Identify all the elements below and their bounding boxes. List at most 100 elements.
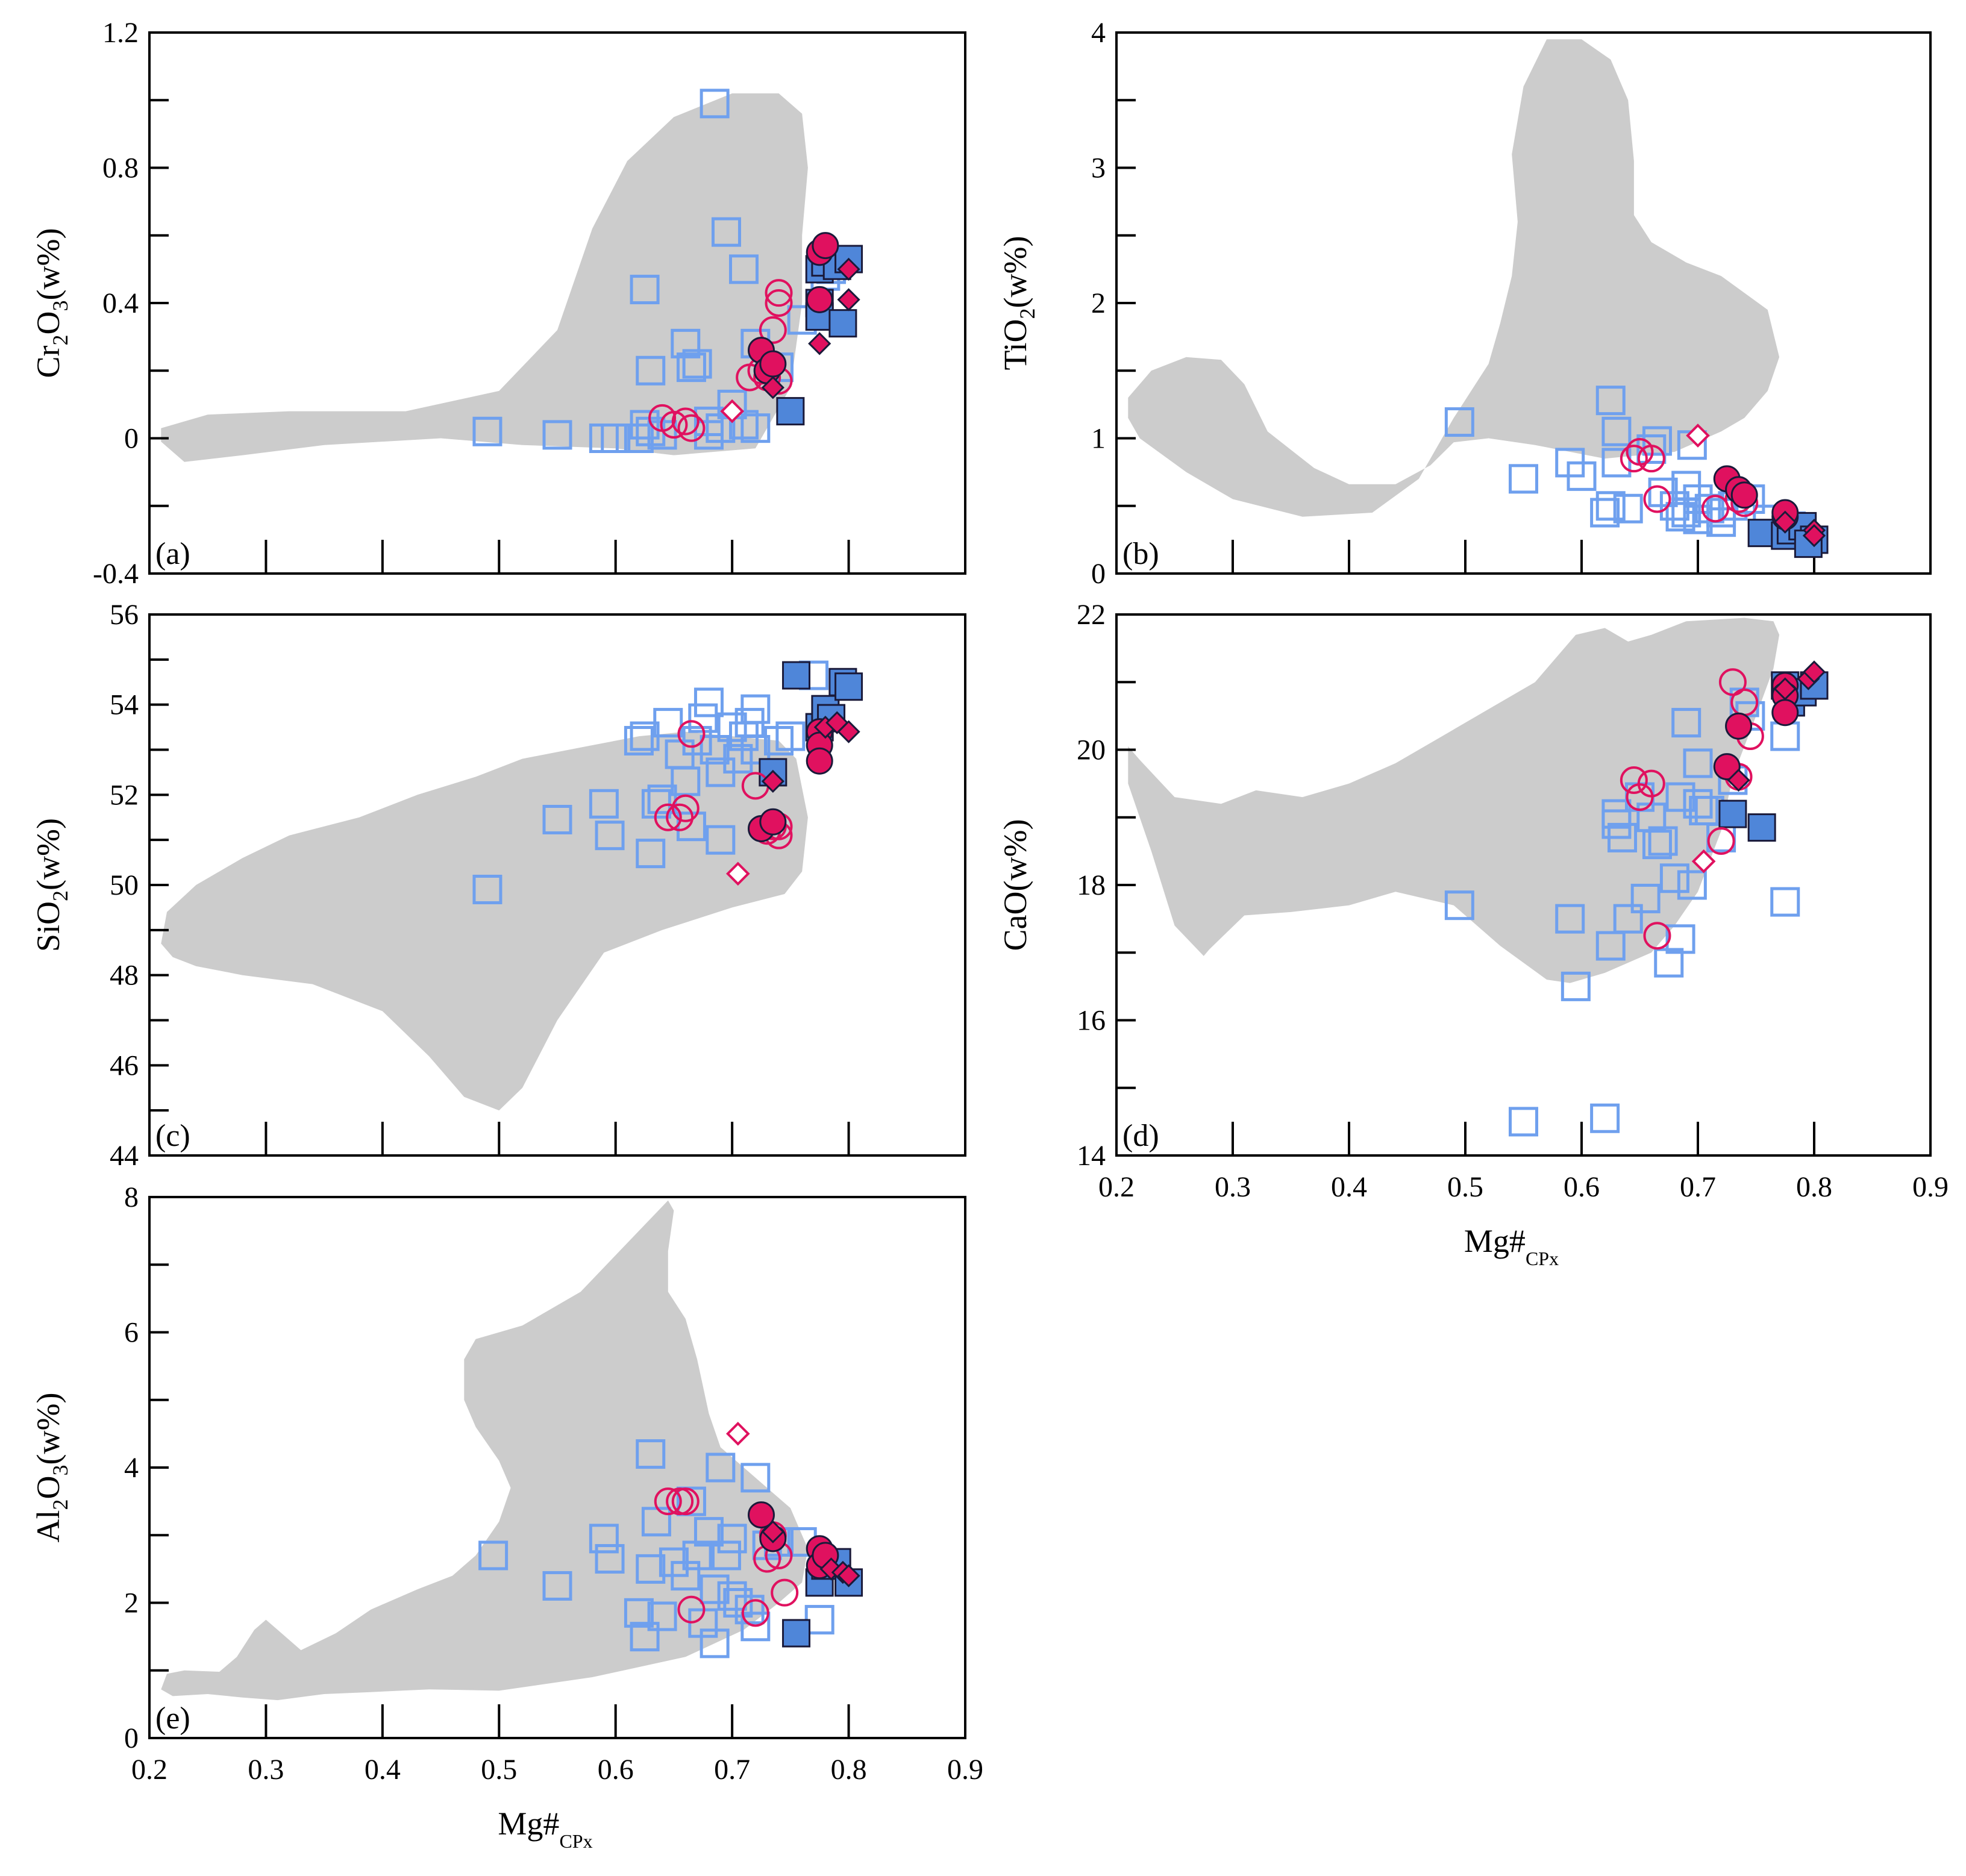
- open-square-point: [601, 424, 631, 453]
- filled-circle-point: [1730, 481, 1758, 509]
- open-square-point: [1654, 948, 1684, 978]
- field-area: [161, 93, 808, 462]
- filled-diamond-point: [825, 711, 849, 734]
- open-square-point: [1555, 904, 1585, 934]
- open-square-point: [1444, 407, 1474, 437]
- y-tick-label: 48: [110, 960, 139, 992]
- y-tick-label: 18: [1077, 869, 1106, 901]
- open-circle-point: [1643, 485, 1671, 513]
- filled-diamond-point: [837, 720, 860, 743]
- y-label-part: 2: [48, 890, 72, 901]
- open-square-point: [1642, 830, 1672, 860]
- filled-diamond-point: [837, 257, 860, 281]
- open-square-point: [693, 420, 724, 450]
- open-square-point: [1590, 1103, 1620, 1133]
- y-tick-label: 0: [124, 1722, 139, 1754]
- open-circle-point: [1620, 445, 1648, 473]
- panel-c: 44 46 48 50 52 54 56 SiO2(w%) (c): [30, 599, 966, 1172]
- marker-group: [1444, 386, 1829, 558]
- open-diamond-point: [1691, 849, 1716, 874]
- open-square-point: [1567, 461, 1597, 491]
- y-tick-label: 44: [110, 1140, 139, 1172]
- x-tick-label: 0.9: [947, 1754, 983, 1786]
- open-circle-point: [765, 289, 793, 317]
- open-square-point: [740, 694, 771, 724]
- open-circle-point: [1637, 445, 1665, 473]
- open-square-point: [1677, 870, 1707, 900]
- open-square-point: [1509, 464, 1538, 494]
- y-label-part: CaO: [997, 891, 1033, 951]
- open-square-point: [647, 1601, 677, 1631]
- panel-label: (a): [155, 537, 190, 571]
- open-square-point: [740, 735, 771, 764]
- y-label-part: 2: [1015, 308, 1039, 319]
- open-circle-point: [671, 407, 700, 436]
- y-label-part: O: [30, 311, 66, 334]
- panel-label: (c): [155, 1119, 190, 1153]
- filled-circle-point: [806, 286, 833, 313]
- open-square-point: [711, 217, 741, 247]
- open-square-point: [717, 712, 747, 742]
- y-tick-label: 54: [110, 689, 139, 721]
- filled-diamond-point: [761, 769, 784, 793]
- open-square-point: [1608, 822, 1638, 852]
- open-circle-point: [771, 1578, 799, 1607]
- open-circle-point: [666, 1487, 694, 1516]
- x-tick-label: 0.9: [1912, 1171, 1949, 1203]
- open-square-point: [700, 89, 730, 119]
- y-tick-label: 2: [1091, 287, 1106, 319]
- open-circle-point: [660, 411, 688, 439]
- open-diamond-point: [725, 1422, 750, 1446]
- filled-diamond-point: [837, 1564, 860, 1587]
- open-square-point: [472, 416, 502, 446]
- x-axis-label: Mg#CPx: [498, 1806, 592, 1852]
- open-square-point: [1595, 491, 1626, 521]
- filled-circle-point: [759, 350, 787, 378]
- open-square-point: [1630, 883, 1661, 913]
- open-square-point: [740, 1612, 771, 1642]
- x-tick-label: 0.8: [1796, 1171, 1832, 1203]
- open-circle-point: [666, 803, 694, 831]
- panel-a: -0.4 0 0.4 0.8 1.2 Cr2O3(w%) (a): [30, 17, 966, 590]
- open-circle-point: [1701, 495, 1729, 523]
- y-label-part: (w%): [30, 818, 66, 890]
- open-square-point: [1665, 502, 1695, 532]
- open-square-point: [1706, 507, 1736, 537]
- open-circle-point: [677, 414, 706, 442]
- open-square-point: [723, 743, 753, 774]
- open-square-point: [595, 1544, 625, 1574]
- open-diamond-point: [725, 861, 750, 886]
- open-circle-point: [654, 1487, 682, 1516]
- y-tick-label: 0: [1091, 558, 1106, 590]
- filled-square-point: [828, 309, 857, 338]
- y-label-part: (w%): [30, 228, 66, 301]
- open-circle-point: [1643, 922, 1671, 950]
- filled-circle-point: [1771, 699, 1799, 727]
- open-square-point: [693, 1517, 724, 1547]
- open-diamond-point: [1686, 424, 1710, 448]
- y-label-part: Cr: [30, 345, 66, 378]
- open-circle-point: [654, 803, 682, 831]
- y-tick-label: 6: [124, 1317, 139, 1349]
- filled-square-point: [1718, 799, 1747, 828]
- open-square-point: [636, 355, 666, 386]
- open-square-point: [1613, 493, 1643, 524]
- marker-group: [472, 660, 863, 904]
- filled-diamond-point: [1773, 677, 1797, 701]
- open-square-point: [1659, 863, 1689, 893]
- panel-label: (b): [1122, 537, 1159, 571]
- open-square-point: [671, 328, 701, 358]
- open-square-point: [717, 1524, 747, 1554]
- open-square-point: [1770, 721, 1800, 751]
- open-square-point: [1683, 789, 1713, 819]
- open-square-point: [682, 1540, 712, 1571]
- open-square-point: [764, 726, 794, 756]
- open-square-point: [682, 349, 712, 379]
- y-tick-label: 22: [1077, 599, 1106, 631]
- open-square-point: [1590, 498, 1620, 528]
- x-tick-label: 0.5: [1447, 1171, 1483, 1203]
- open-square-point: [740, 413, 771, 443]
- open-square-point: [711, 1540, 741, 1571]
- y-label-part: SiO: [30, 901, 66, 952]
- x-tick-label: 0.4: [365, 1754, 401, 1786]
